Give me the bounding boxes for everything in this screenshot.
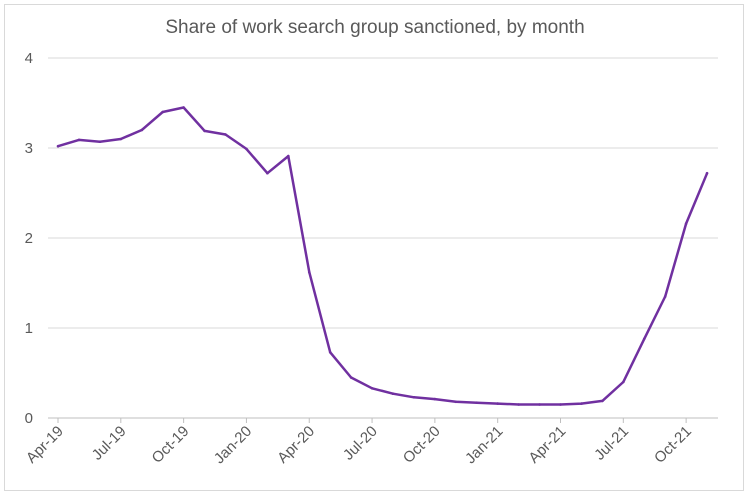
- data-point: [684, 222, 688, 225]
- data-point: [454, 400, 458, 404]
- data-point: [412, 396, 416, 399]
- data-point: [517, 403, 520, 406]
- chart-frame: [4, 4, 744, 491]
- data-point: [349, 376, 353, 379]
- data-point: [622, 380, 625, 384]
- x-tick-label: Oct-19: [149, 423, 193, 467]
- axes: [48, 417, 718, 423]
- data-point: [601, 399, 604, 403]
- series-line: [57, 106, 709, 406]
- x-tick-label: Jan-20: [211, 423, 255, 467]
- data-point: [182, 106, 185, 109]
- x-tick-label: Jul-21: [591, 423, 632, 464]
- data-point: [433, 397, 437, 401]
- gridlines: [48, 57, 718, 329]
- series-layer: [56, 106, 709, 406]
- y-tick-label: 0: [25, 410, 33, 427]
- data-point: [475, 401, 479, 405]
- data-point: [224, 133, 227, 136]
- data-point: [496, 402, 499, 405]
- data-point: [77, 138, 81, 142]
- x-tick-label: Jul-19: [89, 423, 130, 464]
- data-point: [287, 154, 290, 158]
- data-point: [538, 403, 541, 406]
- data-point: [559, 403, 562, 406]
- x-tick-label: Oct-21: [651, 423, 695, 467]
- x-tick-label: Apr-20: [274, 423, 318, 467]
- y-tick-label: 4: [25, 50, 33, 67]
- data-point: [307, 270, 311, 274]
- x-tick-labels: Apr-19 Jul-19 Oct-19 Jan-20 Apr-20 Jul-20 Oct-…: [23, 423, 695, 467]
- y-tick-label: 3: [25, 140, 33, 157]
- data-point: [245, 147, 248, 151]
- data-point: [705, 171, 709, 175]
- data-point: [328, 351, 332, 354]
- y-tick-labels: 0 1 2 3 4: [25, 50, 33, 427]
- x-tick-label: Oct-20: [400, 423, 444, 467]
- x-tick-label: Jul-20: [340, 423, 381, 464]
- x-tick-label: Apr-21: [525, 423, 569, 467]
- y-tick-label: 1: [25, 320, 33, 337]
- data-point: [203, 129, 206, 133]
- data-point: [642, 337, 646, 341]
- data-point: [161, 110, 164, 114]
- x-tick-label: Apr-19: [23, 423, 67, 467]
- chart-title: Share of work search group sanctioned, b…: [165, 17, 585, 38]
- data-point: [266, 171, 269, 175]
- data-point: [391, 392, 395, 396]
- data-point: [119, 137, 123, 141]
- data-point: [56, 144, 60, 148]
- data-point: [370, 387, 374, 390]
- data-point: [98, 140, 102, 143]
- data-point: [663, 295, 667, 298]
- data-point: [140, 128, 144, 132]
- y-tick-label: 2: [25, 230, 33, 247]
- x-tick-label: Jan-21: [462, 423, 506, 467]
- data-point: [580, 402, 583, 405]
